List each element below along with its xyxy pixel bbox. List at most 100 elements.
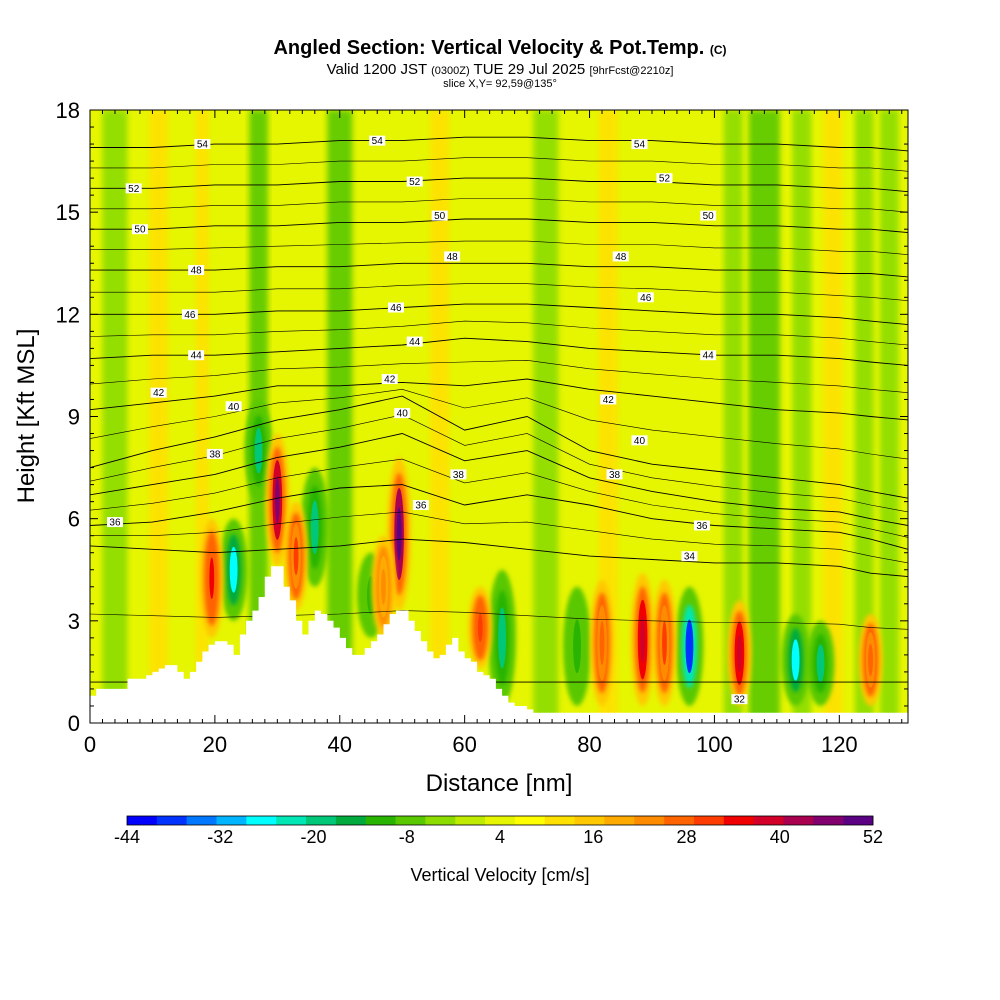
contour-label: 42	[600, 394, 617, 406]
colorbar-swatch	[783, 816, 814, 825]
contour-label-bg	[125, 183, 142, 194]
colorbar-tick-label: 52	[863, 827, 883, 847]
colorbar-frame	[126, 815, 874, 826]
contour-label: 46	[637, 292, 654, 304]
contour-label-text: 50	[434, 211, 446, 222]
contour-label-bg	[444, 251, 461, 262]
y-tick-label: 6	[68, 507, 80, 532]
contour-label: 38	[606, 469, 623, 481]
colorbar-swatch	[485, 816, 516, 825]
downdraft-core	[310, 500, 319, 554]
contour-label-text: 42	[153, 388, 165, 399]
theta-line-minor	[90, 320, 908, 346]
contour-label-bg	[406, 336, 423, 347]
x-tick-label: 20	[203, 732, 227, 757]
contour-label-bg	[412, 500, 429, 511]
contour-label-text: 54	[372, 136, 384, 147]
velocity-band	[748, 110, 780, 723]
y-tick-label: 9	[68, 405, 80, 430]
contour-label-bg	[131, 224, 148, 235]
velocity-band	[533, 110, 559, 723]
colorbar-swatch	[514, 816, 546, 825]
contour-label: 50	[131, 224, 148, 236]
contour-label: 52	[406, 176, 423, 188]
contour-label: 38	[450, 469, 467, 481]
contour-label-bg	[181, 309, 198, 320]
contour-label-bg	[631, 435, 648, 446]
contour-label: 42	[150, 387, 167, 399]
contour-label: 52	[125, 183, 142, 195]
colorbar-tick-label: -44	[114, 827, 140, 847]
contour-label-bg	[194, 139, 211, 150]
updraft-core	[396, 507, 402, 561]
colorbar-tick-label: -32	[207, 827, 233, 847]
theta-line-minor	[90, 511, 908, 564]
theta-line-46	[90, 303, 908, 326]
theta-line-42	[90, 378, 908, 421]
contour-label-bg	[731, 694, 748, 705]
contour-label-text: 54	[197, 140, 209, 151]
contour-label-bg	[369, 135, 386, 146]
contour-label-bg	[406, 176, 423, 187]
contour-label-text: 32	[734, 695, 746, 706]
contour-label: 36	[412, 500, 429, 512]
x-tick-label: 40	[328, 732, 352, 757]
contour-label-text: 40	[228, 402, 240, 413]
y-tick-label: 15	[56, 200, 80, 225]
x-axis: 0 20 40 60 80 100 120	[84, 110, 903, 757]
updraft-core	[381, 568, 386, 605]
colorbar-swatch	[335, 816, 367, 825]
updraft-core	[274, 476, 280, 524]
contour-label-bg	[631, 139, 648, 150]
contour-label-text: 48	[615, 252, 627, 263]
theta-line-50	[90, 218, 908, 234]
x-tick-label: 100	[696, 732, 733, 757]
colorbar-swatch	[693, 816, 725, 825]
contour-label: 44	[188, 350, 205, 362]
colorbar-label: Vertical Velocity [cm/s]	[410, 865, 589, 885]
theta-line-44	[90, 337, 908, 366]
velocity-band	[823, 110, 843, 723]
theta-line-minor	[90, 458, 908, 538]
contour-label: 44	[700, 350, 717, 362]
velocity-band	[102, 110, 128, 723]
contour-label-bg	[600, 394, 617, 405]
contour-label: 36	[693, 520, 710, 532]
theta-line-54	[90, 136, 908, 152]
theta-line-36	[90, 484, 908, 550]
chart-title: Angled Section: Vertical Velocity & Pot.…	[273, 37, 727, 59]
contour-label-text: 46	[390, 303, 402, 314]
y-tick-label: 18	[56, 98, 80, 123]
colorbar: -44 -32 -20 -8 4 16 28 40 52	[114, 815, 883, 847]
updraft-core	[599, 620, 605, 666]
contour-label: 46	[181, 309, 198, 321]
downdraft-core	[816, 644, 825, 683]
colorbar-swatch	[753, 816, 784, 825]
contour-label: 40	[394, 408, 411, 420]
terrain	[90, 566, 908, 723]
contour-label-bg	[106, 517, 123, 528]
contour-label-text: 34	[684, 552, 696, 563]
contour-label-text: 36	[696, 521, 708, 532]
colorbar-tick-label: 40	[770, 827, 790, 847]
contour-label-bg	[693, 520, 710, 531]
theta-line-minor	[90, 359, 908, 393]
x-tick-label: 60	[452, 732, 476, 757]
colorbar-swatch	[455, 816, 486, 825]
y-axis-label: Height [Kft MSL]	[13, 329, 40, 504]
contour-labels: 54 54 54 52 52 52 50 50 50 48 48 48 46 46 46 44 44 44 42 42…	[106, 135, 748, 706]
contour-label-text: 40	[397, 409, 409, 420]
contour-label: 46	[387, 302, 404, 314]
downdraft-core	[498, 607, 507, 669]
colorbar-swatch	[127, 816, 158, 825]
contour-label-text: 38	[209, 449, 221, 460]
contour-label-text: 52	[128, 184, 140, 195]
contour-label-text: 40	[634, 436, 646, 447]
contour-label-bg	[637, 292, 654, 303]
velocity-band	[792, 110, 812, 723]
contour-label-bg	[188, 265, 205, 276]
updraft-core	[293, 537, 299, 576]
colorbar-swatch	[604, 816, 635, 825]
